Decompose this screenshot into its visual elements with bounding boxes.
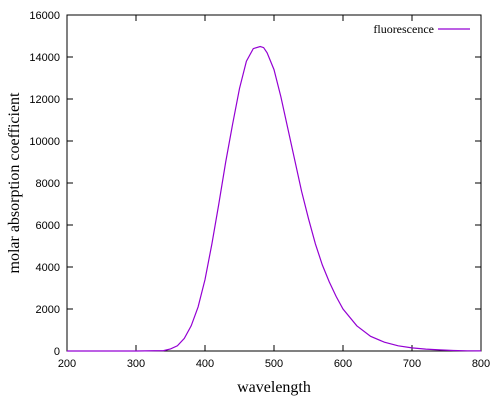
series-line-fluorescence	[67, 45, 482, 352]
plot-frame	[66, 14, 482, 352]
x-tick-label: 800	[472, 358, 490, 370]
legend: fluorescence	[373, 22, 470, 36]
y-tick-labels: 0 2000 4000 6000 8000 10000 12000 14000 16000	[29, 10, 60, 358]
y-tick-label: 10000	[29, 136, 60, 148]
legend-label: fluorescence	[373, 22, 434, 36]
y-tick-label: 6000	[36, 220, 60, 232]
x-tick-label: 400	[196, 358, 214, 370]
x-tick-label: 700	[403, 358, 421, 370]
y-tick-label: 14000	[29, 52, 60, 64]
x-tick-labels: 200 300 400 500 600 700 800	[58, 358, 490, 370]
y-tick-label: 16000	[29, 10, 60, 22]
x-tick-label: 600	[334, 358, 352, 370]
y-tick-label: 2000	[36, 304, 60, 316]
x-tick-label: 500	[265, 358, 283, 370]
x-axis-title: wavelength	[237, 379, 311, 396]
y-tick-label: 12000	[29, 94, 60, 106]
tick-marks	[67, 15, 481, 351]
y-tick-label: 8000	[36, 178, 60, 190]
y-axis-title: molar absorption coefficient	[6, 92, 23, 274]
y-tick-label: 0	[54, 346, 60, 358]
x-tick-label: 300	[127, 358, 145, 370]
y-tick-label: 4000	[36, 262, 60, 274]
x-tick-label: 200	[58, 358, 76, 370]
